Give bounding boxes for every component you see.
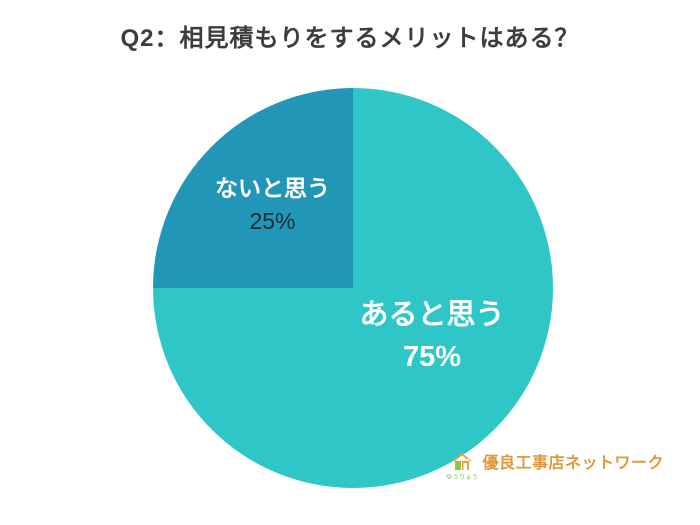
slice-name: あると思う [359, 299, 505, 331]
slice-percent: 25% [249, 208, 296, 235]
logo-text: 優良工事店ネットワーク [482, 455, 664, 472]
chart-title: Q2：相見積もりをするメリットはある？ [120, 25, 580, 52]
logo: ゆうりょう 優良工事店ネットワーク [446, 453, 664, 481]
slice-percent: 75% [402, 341, 462, 374]
slice-label-naito-omou: ないと思う 25% [190, 172, 355, 239]
slice-label-aruto-omou: あると思う 75% [342, 294, 522, 378]
logo-icon-wrap: ゆうりょう [446, 453, 479, 481]
slice-name: ないと思う [215, 175, 330, 201]
pie-chart [153, 88, 553, 488]
logo-furigana: ゆうりょう [445, 475, 479, 481]
house-icon [452, 453, 473, 470]
